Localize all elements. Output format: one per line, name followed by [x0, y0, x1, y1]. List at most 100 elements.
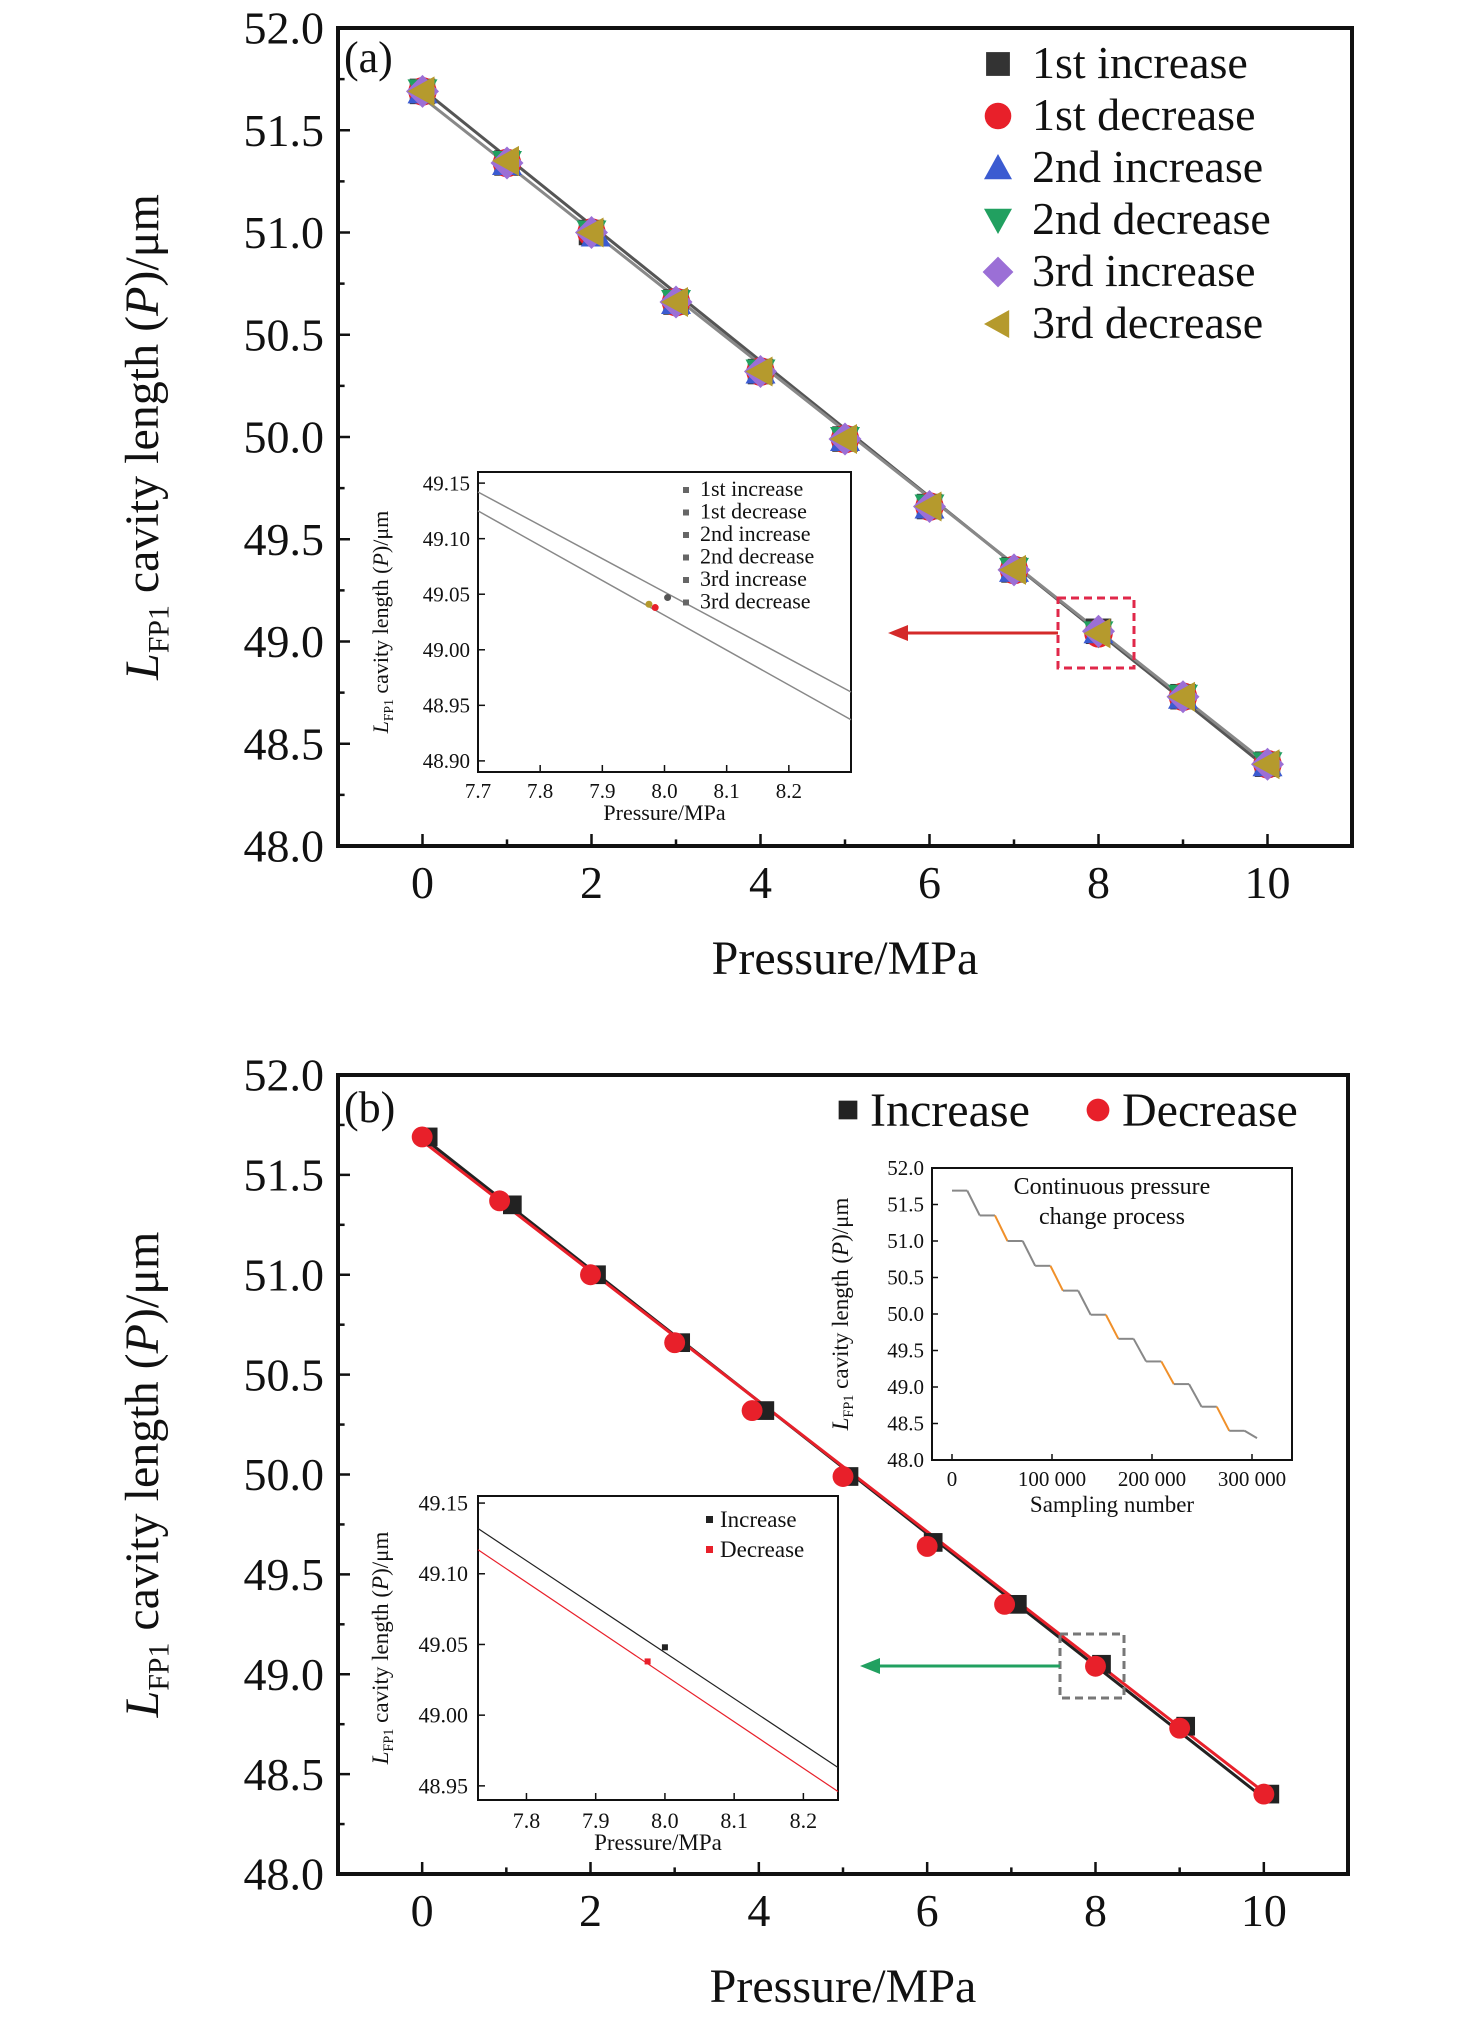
a-inset-y-tick-label: 48.90 [423, 749, 470, 773]
a-inset-point [645, 600, 653, 608]
a-point-3rd-decrease [492, 145, 519, 176]
a-x-axis-title: Pressure/MPa [712, 932, 979, 985]
b-point-Decrease [489, 1190, 511, 1212]
a-inset-y-tick-label: 49.15 [423, 471, 470, 495]
b-inset-top-x-tick-label: 0 [947, 1467, 958, 1491]
a-zoom-arrow-head [888, 625, 908, 641]
a-inset-legend-marker [683, 532, 689, 538]
a-x-tick-label: 2 [580, 857, 603, 908]
b-inset-bottom-y-tick-label: 49.15 [419, 1491, 469, 1516]
b-inset-top-y-axis-title: LFP1 cavity length (P)/μm [828, 1198, 857, 1432]
b-y-tick-label: 50.0 [244, 1449, 325, 1500]
a-y-tick-label: 52.0 [244, 3, 325, 54]
a-inset-legend-label: 3rd decrease [700, 589, 811, 614]
a-inset-legend-label: 2nd increase [700, 521, 811, 546]
b-point-Decrease [664, 1332, 686, 1354]
panel-b: 0 2 4 6 8 10 48.0 48.5 49.0 49.5 50.0 50.5 51.0 51.5 5… [116, 1050, 1350, 2013]
a-legend-marker [984, 208, 1012, 234]
a-inset-legend-marker [683, 487, 689, 493]
a-inset-y-tick-label: 49.05 [423, 582, 470, 606]
a-inset-legend-marker [683, 554, 689, 561]
a-inset-legend-marker [683, 509, 689, 516]
a-point-3rd-decrease [1083, 618, 1111, 649]
b-inset-legend-marker [706, 1516, 713, 1523]
b-legend-label: Increase [870, 1084, 1030, 1137]
b-x-tick-label: 4 [747, 1885, 770, 1936]
b-inset-top-ramp [1160, 1360, 1175, 1385]
b-inset-top-y-tick-label: 52.0 [887, 1156, 924, 1180]
b-x-tick-label: 10 [1241, 1885, 1287, 1936]
b-y-tick-label: 51.5 [244, 1150, 325, 1201]
a-inset-legend-label: 3rd increase [700, 566, 807, 591]
b-inset-top-ramp [1077, 1290, 1092, 1316]
b-point-Decrease [580, 1264, 601, 1286]
a-inset-point [664, 594, 672, 602]
a-legend-label: 1st decrease [1032, 89, 1256, 140]
a-inset-legend-label: 2nd decrease [700, 544, 814, 569]
a-inset-x-tick-label: 7.7 [465, 779, 491, 803]
b-inset-top-y-tick-label: 51.5 [887, 1193, 924, 1217]
a-inset-y-tick-label: 49.00 [423, 638, 470, 662]
a-x-tick-label: 0 [411, 857, 434, 908]
a-inset-legend-label: 1st increase [700, 476, 803, 501]
b-point-Decrease [916, 1535, 938, 1557]
a-legend-marker [984, 310, 1010, 338]
b-y-tick-label: 49.0 [244, 1649, 325, 1700]
a-point-3rd-decrease [1252, 749, 1280, 780]
b-y-tick-label: 48.0 [244, 1849, 325, 1900]
b-inset-top-y-tick-label: 49.0 [887, 1375, 924, 1399]
b-x-tick-label: 8 [1084, 1885, 1107, 1936]
b-inset-top-ramp [1021, 1240, 1037, 1267]
b-x-tick-label: 6 [916, 1885, 939, 1936]
a-inset-y-tick-label: 48.95 [423, 693, 470, 717]
b-x-tick-label: 2 [579, 1885, 602, 1936]
a-legend-marker [986, 52, 1010, 76]
a-x-tick-label: 6 [918, 857, 941, 908]
b-point-Decrease [1085, 1655, 1106, 1677]
b-inset-top-ramp [1049, 1265, 1064, 1292]
b-inset-bottom-x-axis-title: Pressure/MPa [594, 1830, 722, 1855]
a-y-tick-label: 48.0 [244, 821, 325, 872]
b-inset-line [477, 1528, 839, 1768]
b-inset-top-y-tick-label: 49.5 [887, 1339, 924, 1363]
b-point-Decrease [1169, 1717, 1191, 1739]
b-inset-bottom-y-tick-label: 49.00 [419, 1703, 469, 1728]
b-inset-top-x-tick-label: 300 000 [1218, 1467, 1286, 1491]
b-inset-top-plot-frame [931, 1167, 1293, 1461]
a-x-tick-label: 4 [749, 857, 772, 908]
a-inset-y-tick-label: 49.10 [423, 527, 470, 551]
b-inset-bottom-y-axis-title: LFP1 cavity length (P)/μm [368, 1532, 397, 1766]
a-point-3rd-decrease [999, 554, 1026, 585]
b-inset-bottom-x-tick-label: 8.2 [790, 1808, 818, 1833]
a-inset-x-tick-label: 7.8 [527, 779, 553, 803]
b-inset-top-title-line1: Continuous pressure [1014, 1174, 1211, 1200]
a-legend-marker [984, 102, 1012, 130]
b-legend-marker [1086, 1098, 1110, 1122]
b-inset-top: 0 100 000 200 000 300 000 48.0 48.5 49.0 49.5 50… [828, 1156, 1293, 1517]
b-x-axis-title: Pressure/MPa [710, 1960, 977, 2013]
a-y-tick-label: 51.0 [244, 207, 325, 258]
a-legend-label: 2nd increase [1032, 141, 1263, 192]
b-inset-top-y-tick-label: 50.0 [887, 1302, 924, 1326]
b-point-Decrease [741, 1400, 763, 1422]
b-zoom-arrow-head [860, 1658, 880, 1674]
b-inset-legend-label: Decrease [720, 1537, 804, 1562]
panel-label-a: (a) [344, 33, 393, 82]
b-point-Decrease [1253, 1783, 1275, 1805]
a-legend-label: 3rd increase [1032, 245, 1256, 296]
b-y-axis-title: LFP1 cavity length (P)/μm [116, 1232, 176, 1719]
b-point-Decrease [994, 1593, 1016, 1615]
a-x-tick-label: 10 [1245, 857, 1291, 908]
b-y-tick-label: 51.0 [244, 1249, 325, 1300]
a-inset-point [651, 604, 659, 612]
a-point-3rd-decrease [407, 76, 435, 107]
b-y-tick-label: 49.5 [244, 1549, 325, 1600]
b-inset-legend-label: Increase [720, 1507, 797, 1532]
a-point-3rd-decrease [1168, 681, 1195, 712]
a-inset-x-tick-label: 8.0 [651, 779, 677, 803]
b-legend-marker [838, 1100, 858, 1120]
b-point-Decrease [411, 1126, 433, 1148]
a-point-3rd-decrease [914, 491, 942, 522]
a-y-axis-title: LFP1 cavity length (P)/μm [116, 194, 176, 681]
